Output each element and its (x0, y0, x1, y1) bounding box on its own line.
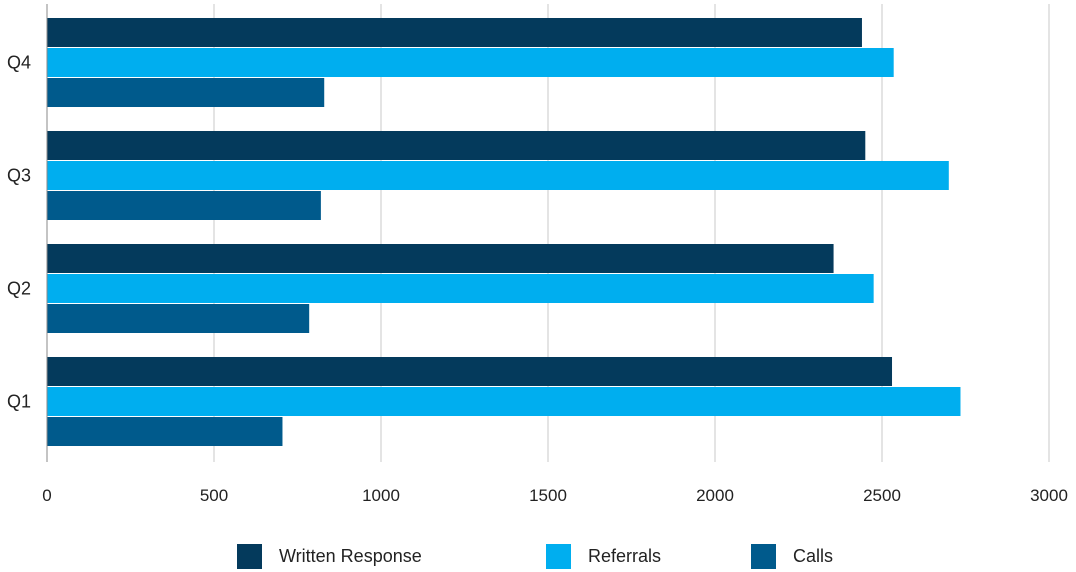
bar-q1-referrals (47, 387, 961, 416)
x-tick-label: 1000 (362, 486, 400, 505)
x-tick-label: 2500 (863, 486, 901, 505)
legend-label: Referrals (588, 545, 662, 566)
x-tick-label: 0 (42, 486, 51, 505)
x-tick-label: 1500 (529, 486, 567, 505)
bar-q1-written-response (47, 357, 893, 386)
y-tick-label: Q4 (7, 53, 31, 73)
bar-q3-referrals (47, 161, 949, 190)
legend-label: Calls (793, 545, 834, 566)
bar-q3-calls (47, 191, 321, 220)
bar-q1-calls (47, 417, 283, 446)
y-tick-label: Q2 (7, 279, 31, 299)
legend-item: Referrals (546, 542, 661, 570)
legend-item: Calls (751, 542, 833, 570)
bar-chart-plot: 0 500 1000 1500 2000 2500 3000 Q1 Q2 Q3 Q4 (7, 4, 1068, 505)
axes: 0 500 1000 1500 2000 2500 3000 Q1 Q2 Q3 Q4 (7, 4, 1068, 505)
bar-q2-referrals (47, 274, 874, 303)
x-tick-label: 500 (200, 486, 228, 505)
legend-swatch (237, 543, 262, 569)
bar-q4-calls (47, 78, 325, 107)
legend-swatch (546, 543, 571, 569)
legend-item: Written Response (237, 542, 422, 570)
y-tick-label: Q1 (7, 392, 31, 412)
bar-q4-referrals (47, 48, 894, 77)
chart-legend: Written Response Referrals Calls (0, 538, 1076, 572)
bar-q3-written-response (47, 131, 866, 160)
bars (47, 18, 961, 446)
legend-swatch (751, 543, 776, 569)
y-tick-label: Q3 (7, 166, 31, 186)
bar-q2-written-response (47, 244, 834, 273)
x-tick-label: 3000 (1030, 486, 1068, 505)
legend-label: Written Response (279, 545, 422, 566)
bar-q2-calls (47, 304, 310, 333)
x-tick-label: 2000 (696, 486, 734, 505)
bar-q4-written-response (47, 18, 862, 47)
